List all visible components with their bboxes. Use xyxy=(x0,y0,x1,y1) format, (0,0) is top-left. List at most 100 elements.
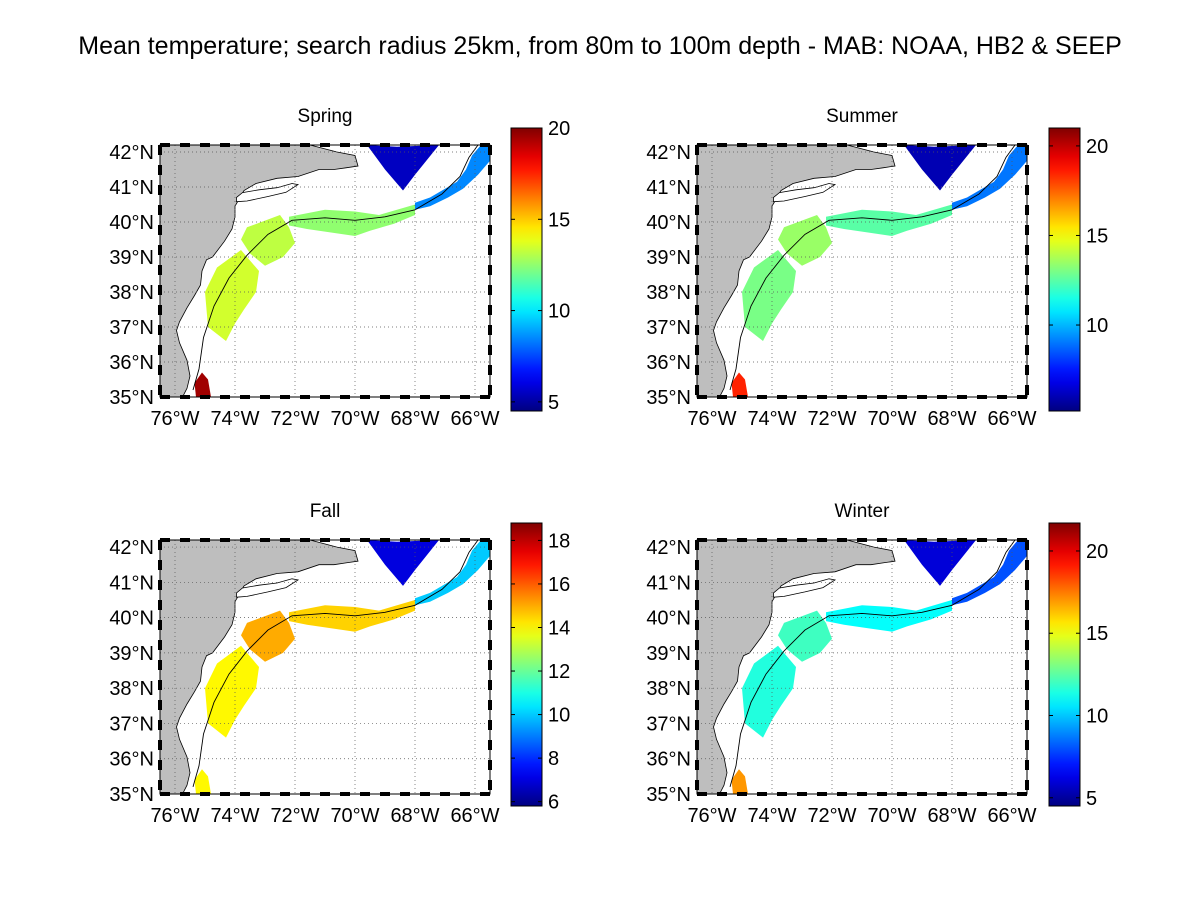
colorbar-tick-label: 18 xyxy=(548,530,570,552)
colorbar-tick-label: 10 xyxy=(1086,706,1108,728)
long-island-sound xyxy=(236,578,300,598)
frame-tick xyxy=(1025,740,1029,750)
frame-tick xyxy=(280,792,290,796)
frame-tick xyxy=(1025,365,1029,375)
frame-tick xyxy=(1025,680,1029,690)
lon-tick-label: 68°W xyxy=(927,805,976,827)
frame-tick xyxy=(1025,660,1029,670)
frame-tick xyxy=(158,245,162,255)
frame-tick xyxy=(400,143,410,147)
temp-region-georges-bank xyxy=(952,540,1027,606)
frame-tick xyxy=(160,792,170,796)
frame-tick xyxy=(695,600,699,610)
frame-tick xyxy=(697,143,707,147)
frame-tick xyxy=(877,792,887,796)
frame-tick xyxy=(480,143,490,147)
frame-tick xyxy=(695,285,699,295)
lat-tick-label: 39°N xyxy=(646,247,691,269)
frame-tick xyxy=(1025,185,1029,195)
frame-tick xyxy=(160,538,170,542)
temp-region-nj-shelf-break xyxy=(778,610,832,662)
frame-tick xyxy=(977,538,987,542)
lat-tick-label: 35°N xyxy=(109,387,154,409)
frame-tick xyxy=(897,792,907,796)
panel-title: Fall xyxy=(310,501,341,522)
frame-tick xyxy=(220,538,230,542)
frame-tick xyxy=(160,395,170,399)
lat-tick-label: 36°N xyxy=(109,749,154,771)
frame-tick xyxy=(240,792,250,796)
frame-tick xyxy=(797,792,807,796)
map-panels: Spring 35°N 36°N 37°N 38°N 39°N 40°N 41°N 42°N 76… xyxy=(109,106,1108,827)
lon-tick-label: 70°W xyxy=(867,805,916,827)
frame-tick xyxy=(220,792,230,796)
frame-tick xyxy=(737,143,747,147)
frame-tick xyxy=(488,580,492,590)
frame-tick xyxy=(320,538,330,542)
lon-tick-label: 70°W xyxy=(867,408,916,430)
lat-tick-label: 36°N xyxy=(109,352,154,374)
lon-tick-label: 74°W xyxy=(210,408,259,430)
frame-tick xyxy=(380,792,390,796)
frame-tick xyxy=(158,305,162,315)
frame-tick xyxy=(1025,600,1029,610)
lat-tick-label: 35°N xyxy=(109,784,154,806)
colorbar: 5 10 15 20 xyxy=(1048,522,1108,810)
frame-tick xyxy=(300,538,310,542)
frame-tick xyxy=(695,365,699,375)
frame-tick xyxy=(877,143,887,147)
frame-tick xyxy=(717,395,727,399)
frame-tick xyxy=(488,560,492,570)
temp-region-gulf-of-maine xyxy=(367,145,439,191)
frame-tick xyxy=(817,395,827,399)
frame-tick xyxy=(340,792,350,796)
frame-tick xyxy=(1025,325,1029,335)
frame-tick xyxy=(200,395,210,399)
frame-tick xyxy=(777,792,787,796)
frame-tick xyxy=(997,395,1007,399)
frame-tick xyxy=(460,143,470,147)
frame-tick xyxy=(488,205,492,215)
frame-tick xyxy=(717,538,727,542)
frame-tick xyxy=(158,620,162,630)
frame-tick xyxy=(695,560,699,570)
frame-tick xyxy=(460,538,470,542)
frame-tick xyxy=(977,792,987,796)
frame-tick xyxy=(1025,540,1029,550)
lon-tick-label: 74°W xyxy=(747,805,796,827)
frame-tick xyxy=(777,143,787,147)
frame-tick xyxy=(488,540,492,550)
frame-tick xyxy=(400,792,410,796)
temp-region-gulf-of-maine xyxy=(904,540,976,586)
lon-tick-label: 66°W xyxy=(450,408,499,430)
colorbar-gradient xyxy=(510,522,543,807)
frame-tick xyxy=(480,538,490,542)
frame-tick xyxy=(837,143,847,147)
frame-tick xyxy=(488,285,492,295)
colorbar-tick-label: 10 xyxy=(548,301,570,323)
frame-tick xyxy=(695,700,699,710)
frame-tick xyxy=(158,640,162,650)
frame-tick xyxy=(1025,580,1029,590)
land xyxy=(160,540,359,794)
frame-tick xyxy=(488,145,492,155)
frame-tick xyxy=(717,143,727,147)
frame-tick xyxy=(158,385,162,395)
lat-tick-label: 40°N xyxy=(109,212,154,234)
frame-tick xyxy=(877,395,887,399)
map-area xyxy=(697,145,1027,397)
colorbar-gradient xyxy=(1048,127,1081,412)
frame-tick xyxy=(777,538,787,542)
lat-tick-label: 38°N xyxy=(646,678,691,700)
frame-tick xyxy=(1025,640,1029,650)
lon-tick-label: 66°W xyxy=(987,408,1036,430)
temp-region-delmarva-shelf xyxy=(742,645,796,738)
frame-tick xyxy=(695,540,699,550)
frame-tick xyxy=(158,185,162,195)
lat-tick-label: 38°N xyxy=(646,282,691,304)
lon-tick-label: 72°W xyxy=(807,408,856,430)
frame-tick xyxy=(180,395,190,399)
frame-tick xyxy=(977,143,987,147)
frame-tick xyxy=(488,720,492,730)
